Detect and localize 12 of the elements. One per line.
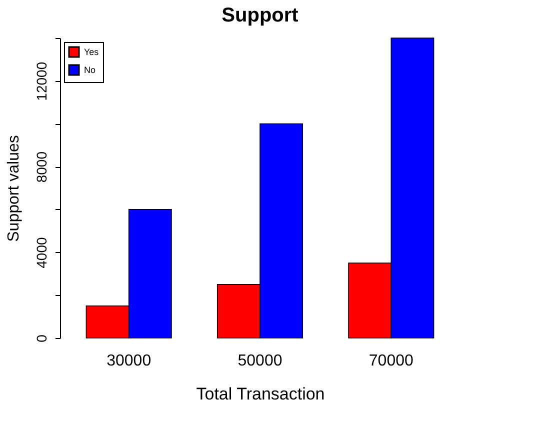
x-tick-label: 30000 <box>106 352 152 370</box>
y-tick-label: 12000 <box>34 62 50 101</box>
legend-label: No <box>84 65 96 75</box>
legend-label: Yes <box>84 47 100 57</box>
x-tick-label: 70000 <box>368 352 414 370</box>
y-axis-title: Support values <box>6 135 22 242</box>
chart-title: Support <box>222 4 299 26</box>
y-tick-label: 8000 <box>34 151 50 183</box>
x-axis-title: Total Transaction <box>196 384 325 404</box>
y-tick-label: 4000 <box>34 237 50 268</box>
x-tick-label: 50000 <box>238 352 282 370</box>
y-tick-label: 0 <box>34 334 50 342</box>
